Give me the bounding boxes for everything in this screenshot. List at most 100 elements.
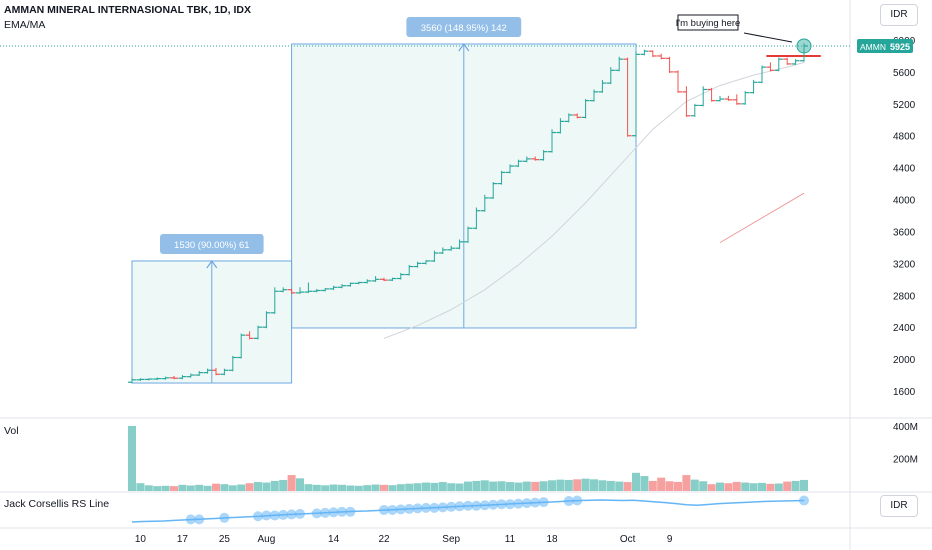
volume-bar [657, 477, 666, 491]
rs-new-high-dot [479, 500, 490, 511]
rs-new-high-dot [345, 506, 356, 517]
x-tick-label: 14 [328, 534, 340, 545]
volume-bar [724, 483, 733, 491]
rs-new-high-dot [572, 495, 583, 506]
volume-bar [506, 482, 514, 491]
volume-bar [128, 426, 136, 491]
volume-bar [422, 482, 430, 491]
volume-bar [178, 484, 187, 491]
volume-bar [707, 484, 716, 491]
volume-bar [632, 472, 640, 491]
volume-bar [161, 485, 170, 491]
price-tag-bg [857, 38, 913, 53]
volume-bar [573, 479, 582, 491]
rs-new-high-dot [513, 498, 524, 509]
volume-bar [640, 476, 649, 491]
volume-bar [237, 484, 246, 491]
rs-new-high-dot [521, 498, 532, 509]
volume-bar [606, 480, 615, 491]
volume-bar [615, 481, 624, 491]
volume-bar [464, 481, 472, 491]
volume-bar [472, 480, 481, 491]
y-tick-label: 3600 [893, 227, 916, 238]
rs-new-high-dot [454, 501, 465, 512]
volume-bar [254, 482, 262, 491]
volume-bar [321, 485, 330, 491]
rs-new-high-dot [404, 503, 415, 514]
volume-bar [170, 486, 178, 491]
volume-bar [338, 484, 346, 491]
rs-new-high-dot [505, 499, 515, 510]
rs-new-high-dot [437, 502, 448, 513]
currency-button[interactable]: IDR [880, 4, 918, 26]
rs-new-high-dot [185, 514, 196, 525]
y-tick-label: 5200 [893, 100, 916, 111]
volume-bar [531, 481, 540, 491]
rs-new-high-dot [328, 507, 339, 518]
rs-new-high-dot [194, 514, 205, 525]
volume-bar [388, 485, 397, 491]
volume-pane-label: Vol [4, 425, 19, 437]
annotation-text: I'm buying here [676, 18, 741, 29]
volume-bar [304, 484, 313, 491]
x-tick-label: Oct [620, 534, 636, 545]
volume-bar [598, 480, 607, 491]
volume-bar [371, 484, 380, 491]
rs-new-high-dot [412, 503, 423, 514]
volume-bar [800, 479, 808, 491]
measure-tools[interactable]: 1530 (90.00%) 61 3560 (148.95%) 142 [131, 16, 637, 384]
rs-new-high-dot [286, 509, 297, 520]
volume-bar [548, 480, 556, 491]
volume-bar [539, 481, 548, 491]
volume-bar [766, 483, 775, 491]
volume-bar [438, 482, 447, 491]
volume-bar [296, 478, 304, 491]
y-tick-label: 4000 [893, 196, 916, 207]
volume-bar [514, 482, 523, 491]
volume-bar [262, 482, 271, 491]
volume-bar [186, 485, 195, 491]
volume-bar [648, 480, 657, 491]
price-tag-symbol: AMMN [860, 42, 886, 52]
rs-new-high-dot [488, 499, 499, 510]
ema-segment [719, 192, 805, 244]
volume-bar [329, 484, 338, 491]
measure-label-bg [160, 233, 264, 254]
candles [128, 43, 808, 384]
volume-bar [791, 480, 800, 491]
volume-bar [136, 483, 145, 491]
volume-bar [354, 485, 363, 491]
rs-new-high-dot [530, 497, 541, 508]
measure-arrowhead [206, 259, 218, 269]
x-tick-label: 10 [135, 534, 147, 545]
price-tag-value: 5925 [890, 42, 910, 52]
rs-new-high-dot [429, 502, 440, 513]
rs-new-high-dot [387, 504, 398, 515]
rs-new-high-dot [538, 497, 549, 508]
volume-bar [758, 482, 766, 491]
rs-new-high-dot [337, 506, 347, 517]
volume-tick-label: 400M [893, 422, 918, 433]
x-tick-label: 22 [378, 534, 390, 545]
annotation-box [677, 14, 739, 31]
rs-new-high-dot [219, 512, 230, 523]
volume-bars [128, 426, 808, 491]
buy-marker [796, 38, 812, 54]
rs-pane-label: Jack Corsellis RS Line [4, 498, 110, 510]
volume-bar [153, 486, 162, 491]
annotation[interactable]: I'm buying here [676, 14, 812, 54]
volume-bar [405, 483, 414, 491]
sma-line [383, 61, 805, 339]
indicator-label[interactable]: EMA/MA [4, 19, 46, 31]
volume-bar [665, 481, 674, 491]
rs-new-high-dot [379, 504, 389, 515]
volume-bar [245, 483, 254, 491]
rs-new-high-dot [295, 508, 305, 519]
rs-new-high-dot [463, 500, 473, 511]
rs-currency-button[interactable]: IDR [880, 495, 918, 517]
y-tick-label: 1600 [893, 387, 916, 398]
x-tick-label: Aug [258, 534, 276, 545]
volume-bar [497, 481, 506, 491]
y-tick-label: 2000 [893, 355, 916, 366]
